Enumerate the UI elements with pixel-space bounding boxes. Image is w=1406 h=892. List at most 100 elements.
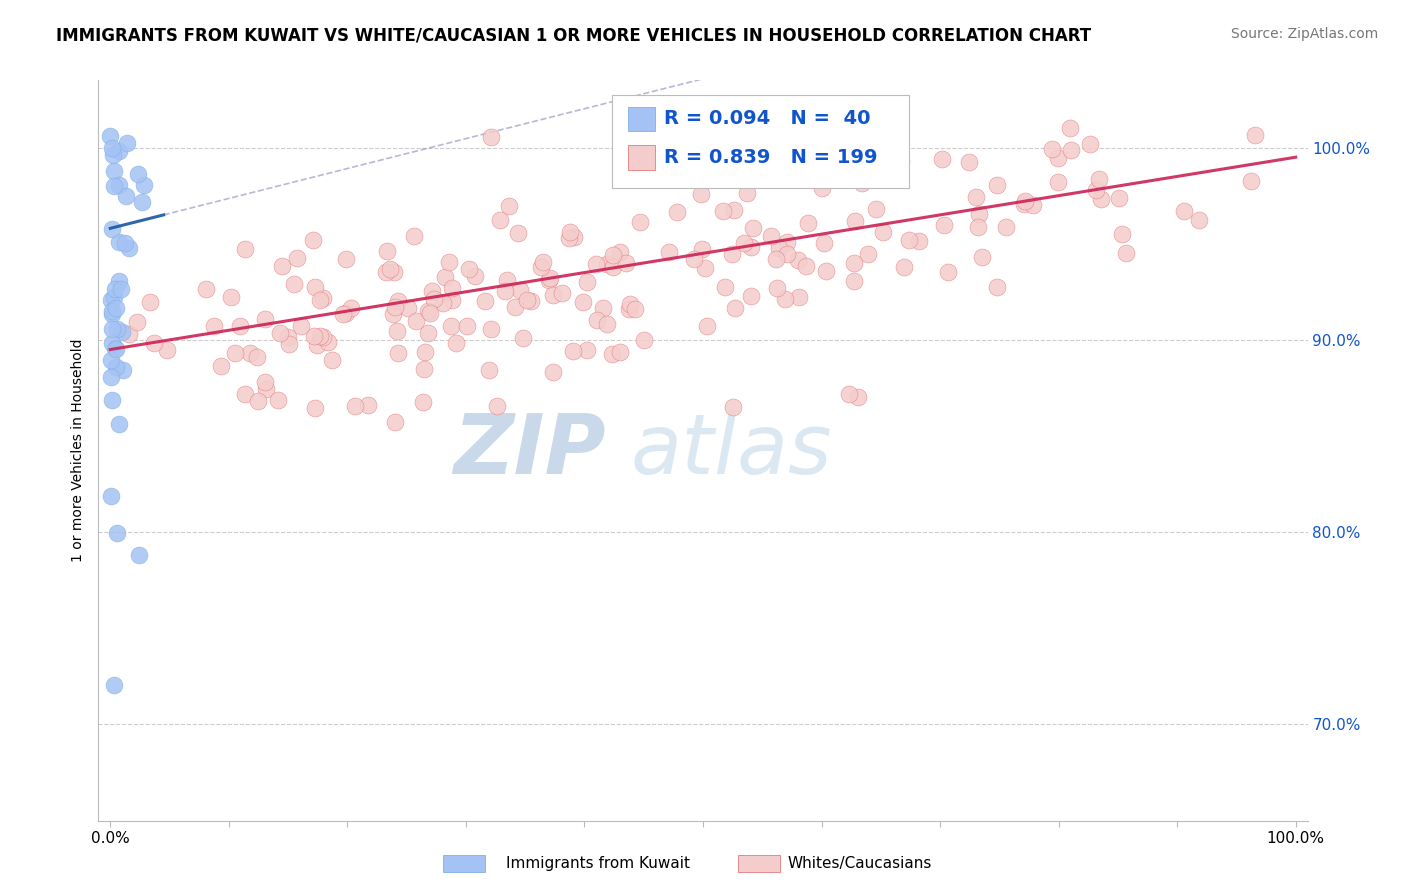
Point: [1047, 152, 1070, 166]
Point: [796, 217, 818, 231]
Point: [233, 242, 256, 256]
Point: [321, 352, 343, 367]
Point: [967, 207, 990, 221]
Point: [1115, 245, 1137, 260]
Point: [343, 399, 366, 413]
Point: [419, 306, 441, 320]
Point: [813, 235, 835, 250]
Point: [842, 274, 865, 288]
Point: [432, 296, 454, 310]
Point: [908, 235, 931, 249]
Point: [595, 317, 617, 331]
Point: [690, 242, 713, 256]
Point: [283, 277, 305, 291]
Point: [378, 261, 401, 276]
Point: [1090, 192, 1112, 206]
Point: [114, 235, 136, 250]
Point: [456, 318, 478, 333]
Point: [936, 265, 959, 279]
Point: [537, 273, 560, 287]
Point: [512, 331, 534, 345]
Point: [666, 205, 689, 219]
Point: [619, 297, 641, 311]
Point: [602, 248, 624, 262]
Point: [101, 393, 124, 408]
Point: [387, 345, 409, 359]
Point: [302, 233, 325, 247]
Point: [602, 260, 624, 274]
Point: [100, 128, 122, 143]
Point: [335, 252, 357, 266]
Point: [195, 282, 218, 296]
Point: [478, 363, 501, 377]
Point: [733, 235, 755, 250]
Point: [967, 219, 990, 234]
Point: [100, 303, 122, 318]
Point: [531, 254, 554, 268]
Point: [870, 170, 893, 185]
Point: [842, 255, 865, 269]
Point: [815, 264, 838, 278]
Point: [541, 287, 564, 301]
Point: [1014, 194, 1036, 209]
Point: [489, 212, 512, 227]
Point: [105, 525, 128, 540]
Point: [586, 313, 609, 327]
Point: [619, 302, 641, 317]
Point: [267, 393, 290, 408]
Point: [723, 202, 745, 217]
Text: ZIP: ZIP: [454, 410, 606, 491]
Point: [986, 178, 1008, 192]
Point: [440, 319, 463, 334]
Point: [246, 394, 269, 409]
Point: [696, 318, 718, 333]
Point: [609, 344, 631, 359]
Point: [972, 250, 994, 264]
Point: [132, 178, 155, 192]
Point: [693, 260, 716, 275]
Point: [381, 307, 404, 321]
Point: [1022, 198, 1045, 212]
Point: [357, 398, 380, 412]
Text: R = 0.839   N = 199: R = 0.839 N = 199: [664, 148, 877, 167]
Point: [433, 270, 456, 285]
Point: [277, 330, 299, 344]
Point: [658, 245, 681, 260]
Point: [846, 390, 869, 404]
Point: [1240, 174, 1263, 188]
Text: atlas: atlas: [630, 410, 832, 491]
Point: [838, 387, 860, 401]
Point: [104, 341, 127, 355]
Point: [776, 235, 799, 249]
Point: [127, 315, 149, 329]
Point: [335, 306, 357, 320]
Point: [775, 292, 797, 306]
Point: [309, 293, 332, 307]
Point: [115, 189, 138, 203]
Point: [1173, 204, 1195, 219]
Point: [768, 240, 790, 254]
Point: [856, 247, 879, 261]
Point: [516, 293, 538, 308]
Point: [312, 330, 335, 344]
Point: [498, 199, 520, 213]
Point: [628, 215, 651, 229]
Point: [224, 345, 246, 359]
Point: [458, 262, 481, 277]
Point: [530, 260, 553, 274]
Point: [506, 226, 529, 240]
Point: [384, 301, 406, 315]
Point: [437, 255, 460, 269]
Point: [340, 301, 363, 316]
Point: [994, 220, 1017, 235]
Point: [724, 301, 747, 315]
Point: [735, 186, 758, 200]
Point: [101, 321, 124, 335]
Point: [128, 549, 150, 563]
Point: [229, 319, 252, 334]
Point: [142, 336, 165, 351]
Point: [105, 322, 128, 336]
Point: [550, 285, 572, 300]
Point: [509, 283, 531, 297]
Point: [689, 186, 711, 201]
